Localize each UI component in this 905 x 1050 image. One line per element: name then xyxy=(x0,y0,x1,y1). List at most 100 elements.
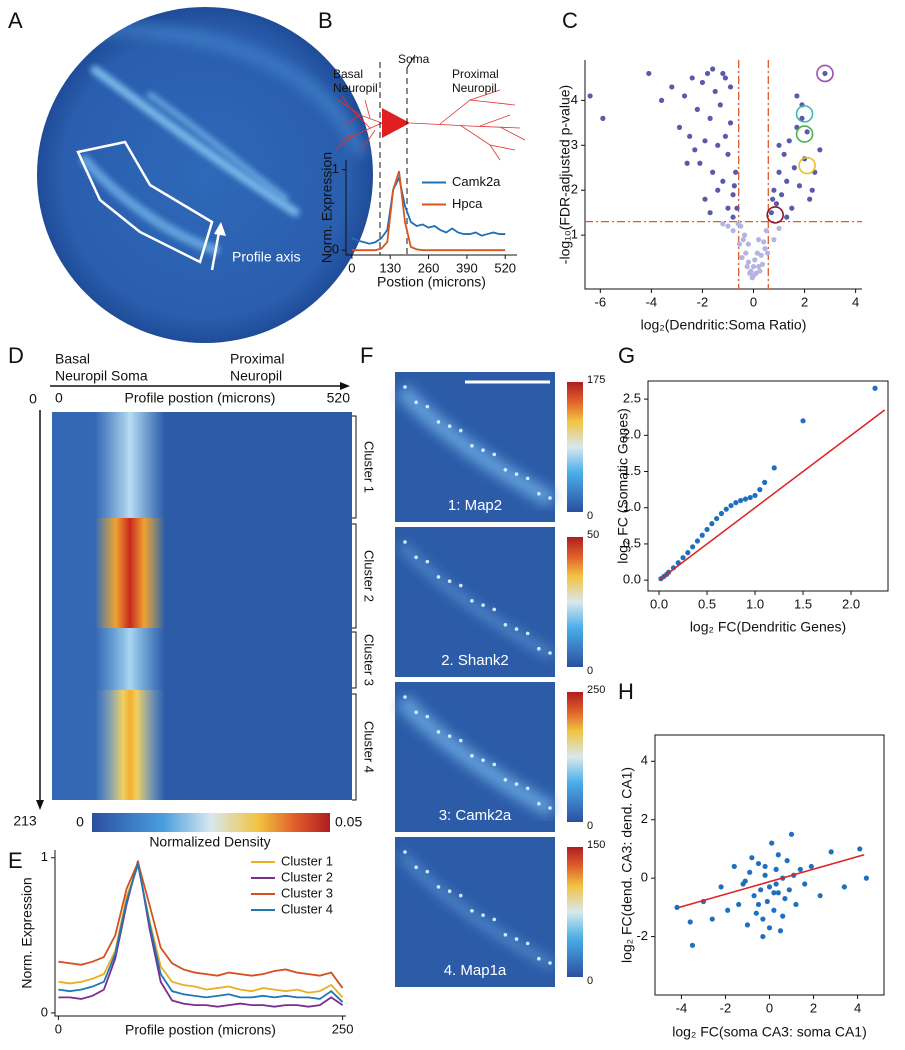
axis-label: Profile postion (microns) xyxy=(125,390,276,406)
point xyxy=(788,831,795,837)
series-line xyxy=(58,860,344,1008)
spot xyxy=(436,730,441,734)
point xyxy=(766,925,773,931)
point xyxy=(718,884,724,890)
point xyxy=(730,214,736,220)
legend-label: Cluster 3 xyxy=(281,885,333,900)
point xyxy=(714,515,720,522)
x-tick-label: 0.0 xyxy=(650,596,668,611)
spot xyxy=(403,540,407,544)
point xyxy=(736,241,743,247)
point xyxy=(780,913,786,919)
spot xyxy=(548,651,552,655)
point xyxy=(680,555,686,561)
roi-box xyxy=(76,140,214,264)
point xyxy=(761,239,767,245)
x-tick-label: 1.0 xyxy=(746,596,764,611)
point xyxy=(763,228,769,234)
tick-label: 0 xyxy=(29,391,37,407)
x-axis-label: log₂(Dendritic:Soma Ratio) xyxy=(641,317,807,333)
cluster-bracket xyxy=(352,523,357,629)
point xyxy=(781,151,787,157)
spot xyxy=(481,603,485,607)
point xyxy=(828,849,834,855)
point xyxy=(587,93,593,99)
point xyxy=(775,890,781,896)
spot xyxy=(537,956,541,961)
arrow-head xyxy=(36,800,44,810)
x-axis-label: Profile postion (microns) xyxy=(125,1022,276,1038)
region-label: Neuropil xyxy=(333,81,378,95)
point xyxy=(702,196,708,202)
point xyxy=(768,210,774,216)
spot xyxy=(503,777,508,782)
highlight-ring xyxy=(766,206,784,224)
spot xyxy=(492,917,497,922)
point xyxy=(744,263,750,270)
spot xyxy=(492,452,497,457)
point xyxy=(717,102,723,108)
header: Neuropil xyxy=(230,368,282,384)
y-tick-label: 0 xyxy=(332,242,339,257)
point xyxy=(773,881,779,887)
point xyxy=(712,88,718,95)
bright-band xyxy=(80,155,220,255)
point xyxy=(808,863,814,870)
point xyxy=(745,259,751,265)
point xyxy=(796,183,803,189)
spot xyxy=(470,754,474,758)
spot xyxy=(414,555,418,560)
spot xyxy=(414,400,418,405)
point xyxy=(872,385,878,391)
point xyxy=(720,221,726,227)
y-tick-label: 0.0 xyxy=(623,572,641,587)
point xyxy=(786,138,792,144)
point xyxy=(676,124,683,130)
point xyxy=(709,916,715,922)
point xyxy=(753,910,759,916)
x-tick-label: 0 xyxy=(750,294,757,309)
image-label: 2. Shank2 xyxy=(441,652,509,669)
region-label: Soma xyxy=(398,52,430,66)
point xyxy=(841,884,847,890)
panel-label: F xyxy=(360,343,373,368)
header: Basal xyxy=(55,351,90,367)
point xyxy=(720,178,726,184)
bright-band xyxy=(396,694,556,818)
series-line xyxy=(351,174,506,245)
colorbar-tick: 0 xyxy=(587,510,593,522)
point xyxy=(797,866,803,872)
plot-frame xyxy=(647,380,889,592)
fit-line xyxy=(679,854,865,909)
point xyxy=(756,263,762,270)
point xyxy=(730,228,736,234)
spot xyxy=(458,428,463,433)
spot xyxy=(537,801,541,806)
series-line xyxy=(58,863,344,1003)
point xyxy=(760,916,766,922)
spot xyxy=(414,710,418,715)
point xyxy=(777,928,784,934)
point xyxy=(747,869,753,875)
spot xyxy=(548,961,552,965)
y-tick-label: 1.5 xyxy=(623,463,641,478)
point xyxy=(687,919,693,925)
point xyxy=(710,66,716,72)
spot xyxy=(425,559,430,564)
spot xyxy=(458,893,463,898)
cluster-bracket xyxy=(352,693,357,801)
y-tick-label: 3 xyxy=(571,137,578,152)
point xyxy=(734,205,740,211)
point xyxy=(707,115,713,121)
point xyxy=(739,254,745,261)
spot xyxy=(503,467,508,472)
legend-label: Cluster 2 xyxy=(281,869,333,884)
point xyxy=(735,221,741,227)
point xyxy=(690,544,696,550)
point xyxy=(784,858,790,864)
bright-band xyxy=(90,65,300,217)
y-axis-label: -log₁₀(FDR-adjusted p-value) xyxy=(557,85,573,264)
point xyxy=(658,97,665,104)
header: Proximal xyxy=(230,351,284,367)
point xyxy=(863,875,869,881)
